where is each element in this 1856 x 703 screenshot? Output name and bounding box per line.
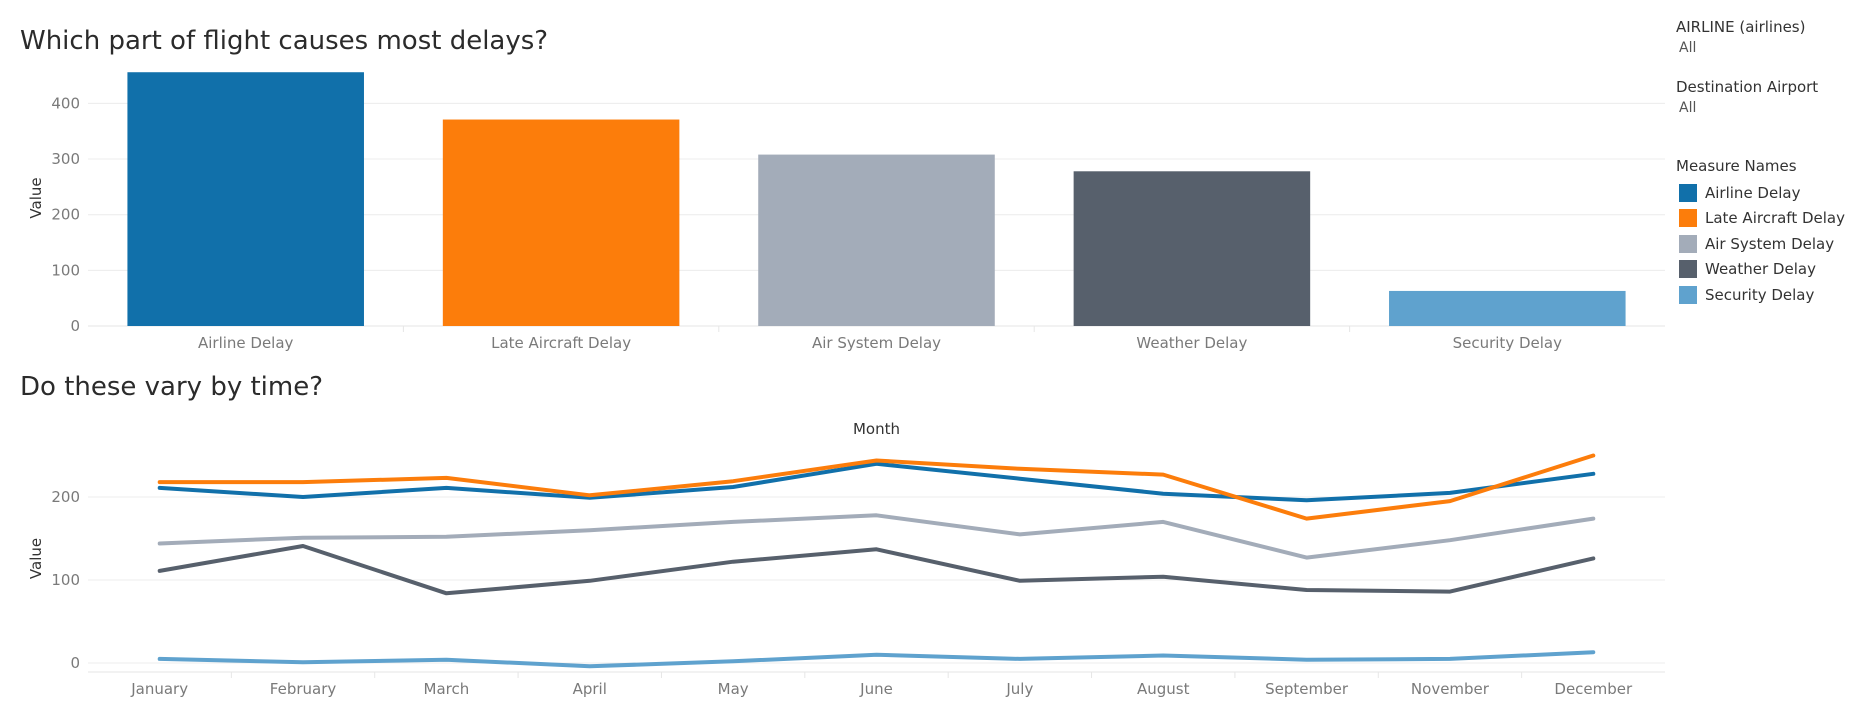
legend-swatch <box>1679 184 1697 202</box>
line-series-weather-delay[interactable] <box>160 546 1594 593</box>
legend-swatch <box>1679 286 1697 304</box>
x-tick-label: May <box>718 680 749 698</box>
line-chart-body: Month 0 100 200 Value January February March Apr… <box>27 420 1665 698</box>
legend-swatch <box>1679 260 1697 278</box>
legend-item-label: Security Delay <box>1705 286 1814 304</box>
x-tick-label: June <box>859 680 893 698</box>
x-axis-title: Month <box>853 420 900 438</box>
airline-filter-label: AIRLINE (airlines) <box>1676 18 1856 36</box>
legend-item-security-delay[interactable]: Security Delay <box>1679 282 1845 308</box>
x-tick-label: December <box>1554 680 1633 698</box>
y-tick-label: 0 <box>70 654 80 672</box>
line-series-security-delay[interactable] <box>160 652 1594 666</box>
legend-swatch <box>1679 209 1697 227</box>
x-tick-label: July <box>1005 680 1033 698</box>
destination-airport-filter-value[interactable]: All <box>1679 100 1856 116</box>
x-tick-label: April <box>573 680 607 698</box>
legend: Measure Names Airline Delay Late Aircraf… <box>1676 157 1845 308</box>
y-axis-title: Value <box>27 538 45 579</box>
airline-filter-value[interactable]: All <box>1679 40 1856 56</box>
legend-swatch <box>1679 235 1697 253</box>
legend-item-late-aircraft-delay[interactable]: Late Aircraft Delay <box>1679 206 1845 232</box>
destination-airport-filter-label: Destination Airport <box>1676 78 1856 96</box>
line-series-airline-delay[interactable] <box>160 464 1594 501</box>
legend-item-label: Airline Delay <box>1705 184 1800 202</box>
destination-airport-filter[interactable]: Destination Airport All <box>1676 78 1856 116</box>
legend-item-weather-delay[interactable]: Weather Delay <box>1679 257 1845 283</box>
filters-panel: AIRLINE (airlines) All Destination Airpo… <box>1676 18 1856 138</box>
x-tick-label: February <box>270 680 337 698</box>
x-tick-label: August <box>1137 680 1190 698</box>
legend-item-label: Weather Delay <box>1705 260 1816 278</box>
x-tick-label: September <box>1265 680 1349 698</box>
y-tick-label: 200 <box>51 488 80 506</box>
x-tick-label: November <box>1411 680 1490 698</box>
legend-item-air-system-delay[interactable]: Air System Delay <box>1679 231 1845 257</box>
airline-filter[interactable]: AIRLINE (airlines) All <box>1676 18 1856 56</box>
legend-title: Measure Names <box>1676 157 1845 175</box>
x-tick-label: March <box>424 680 470 698</box>
legend-item-airline-delay[interactable]: Airline Delay <box>1679 180 1845 206</box>
x-tick-label: January <box>130 680 188 698</box>
legend-item-label: Late Aircraft Delay <box>1705 209 1845 227</box>
y-tick-label: 100 <box>51 571 80 589</box>
line-chart: Month 0 100 200 Value January February March Apr… <box>0 0 1680 703</box>
legend-item-label: Air System Delay <box>1705 235 1834 253</box>
